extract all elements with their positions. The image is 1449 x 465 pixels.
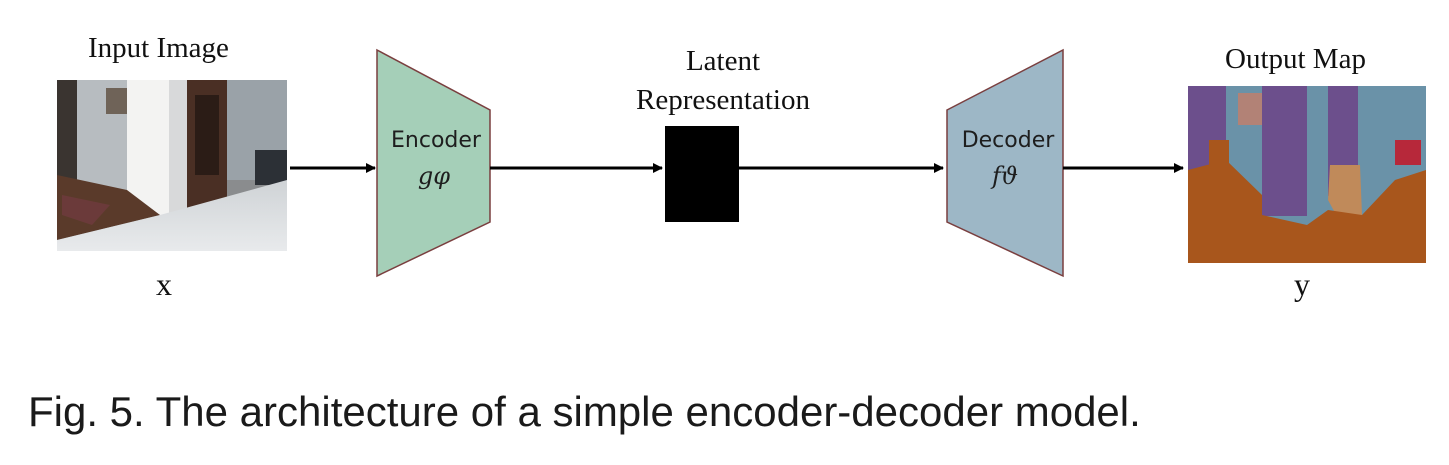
encoder-block bbox=[376, 48, 491, 278]
output-map-title: Output Map bbox=[1225, 43, 1366, 75]
latent-block bbox=[665, 126, 739, 222]
output-map bbox=[1188, 86, 1426, 263]
latent-title-line2: Representation bbox=[636, 84, 810, 116]
input-image-title: Input Image bbox=[88, 32, 229, 64]
decoder-label: Decoder bbox=[962, 128, 1056, 153]
input-image bbox=[57, 80, 287, 251]
encoder-label: Encoder bbox=[391, 128, 482, 153]
figure-caption: Fig. 5. The architecture of a simple enc… bbox=[28, 388, 1141, 435]
input-variable-x: x bbox=[156, 266, 172, 302]
decoder-block bbox=[946, 48, 1064, 278]
latent-title: Latent Representation bbox=[598, 42, 848, 120]
decoder-symbol: fϑ bbox=[990, 162, 1018, 190]
output-variable-y: y bbox=[1294, 266, 1310, 302]
latent-title-line1: Latent bbox=[685, 45, 761, 77]
encoder-symbol: gφ bbox=[418, 162, 450, 190]
